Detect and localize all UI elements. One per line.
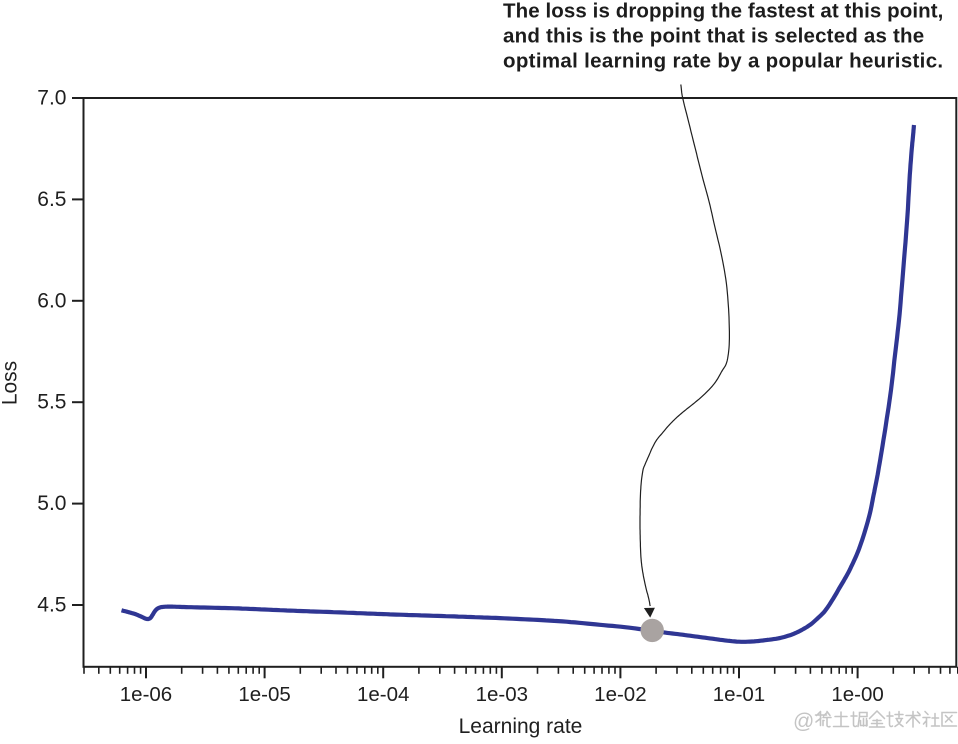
svg-text:4.5: 4.5: [37, 594, 66, 617]
svg-text:1e-05: 1e-05: [238, 683, 290, 706]
svg-text:The loss is dropping the faste: The loss is dropping the fastest at this…: [503, 0, 943, 23]
svg-text:Learning rate: Learning rate: [459, 715, 583, 738]
svg-text:5.0: 5.0: [37, 492, 66, 515]
svg-text:7.0: 7.0: [37, 87, 66, 110]
svg-text:optimal learning rate by a pop: optimal learning rate by a popular heuri…: [503, 50, 943, 73]
svg-text:6.0: 6.0: [37, 289, 66, 312]
svg-text:Loss: Loss: [0, 361, 22, 405]
svg-text:1e-01: 1e-01: [713, 683, 765, 706]
svg-text:@: @: [793, 710, 814, 733]
svg-text:1e-02: 1e-02: [594, 683, 646, 706]
svg-text:6.5: 6.5: [37, 188, 66, 211]
svg-text:5.5: 5.5: [37, 391, 66, 414]
svg-text:1e-00: 1e-00: [831, 683, 883, 706]
svg-text:1e-04: 1e-04: [357, 683, 409, 706]
svg-text:1e-06: 1e-06: [120, 683, 172, 706]
svg-text:and this is the point that is: and this is the point that is selected a…: [503, 24, 924, 47]
svg-text:1e-03: 1e-03: [476, 683, 528, 706]
